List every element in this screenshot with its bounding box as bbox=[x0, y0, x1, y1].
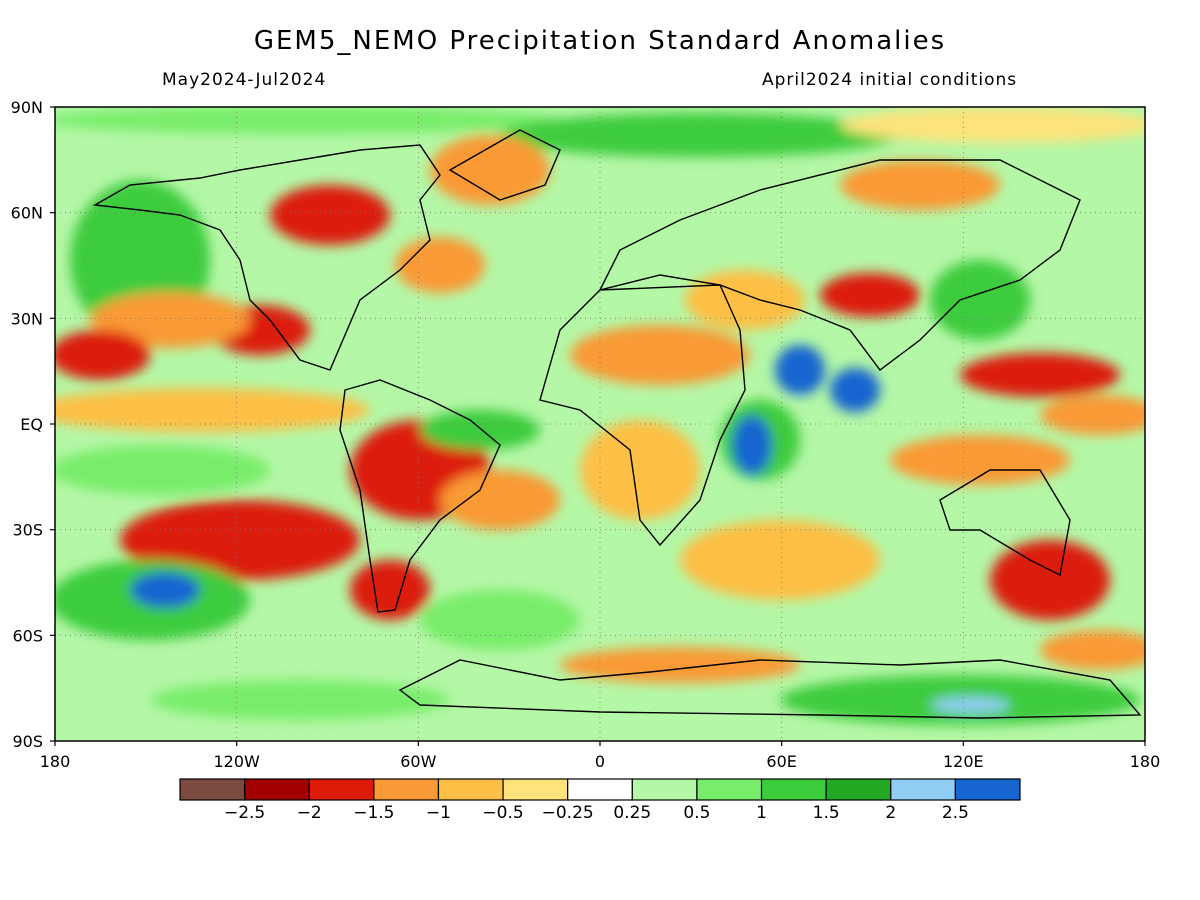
colorbar-label: 2 bbox=[885, 803, 896, 823]
colorbar-swatch bbox=[437, 778, 504, 801]
colorbar-swatch bbox=[244, 778, 310, 801]
coastlines bbox=[92, 129, 1142, 719]
lat-label: 60N bbox=[11, 204, 43, 223]
lat-label: 60S bbox=[12, 626, 43, 645]
colorbar-swatch bbox=[631, 778, 698, 801]
colorbar-label: 1 bbox=[756, 803, 767, 823]
lat-label: 30S bbox=[12, 521, 43, 540]
colorbar: −2.5 −2 −1.5 −1 −0.5 −0.25 0.25 0.5 1 1.5 2 2.5 bbox=[179, 778, 1021, 823]
colorbar-label: 0.5 bbox=[683, 803, 710, 823]
colorbar-swatch bbox=[890, 778, 956, 801]
lat-label: 30N bbox=[11, 309, 43, 328]
colorbar-label: −2 bbox=[297, 803, 322, 823]
colorbar-swatch bbox=[696, 778, 763, 801]
colorbar-swatch bbox=[825, 778, 892, 801]
anomaly-field bbox=[55, 107, 1145, 741]
longitude-ticks: 180 120W 60W 0 60E 120E 180 bbox=[40, 741, 1161, 771]
colorbar-swatch bbox=[502, 778, 569, 801]
colorbar-swatch bbox=[373, 778, 440, 801]
lon-label: 120W bbox=[213, 752, 260, 771]
lat-label: 90N bbox=[11, 98, 43, 117]
graticule bbox=[55, 107, 1145, 741]
colorbar-swatch bbox=[179, 778, 246, 801]
lon-label: 180 bbox=[40, 752, 71, 771]
colorbar-swatch bbox=[760, 778, 827, 801]
lon-label: 60E bbox=[766, 752, 796, 771]
colorbar-swatch bbox=[954, 778, 1021, 801]
colorbar-swatch bbox=[308, 778, 375, 801]
colorbar-label: −1 bbox=[426, 803, 451, 823]
colorbar-label: −1.5 bbox=[353, 803, 394, 823]
colorbar-swatch bbox=[567, 778, 633, 801]
lon-label: 60W bbox=[400, 752, 436, 771]
lon-label: 0 bbox=[595, 752, 605, 771]
forecast-period: May2024-Jul2024 bbox=[162, 70, 327, 90]
colorbar-label: 0.25 bbox=[613, 803, 651, 823]
colorbar-label: 2.5 bbox=[942, 803, 969, 823]
colorbar-label: −0.25 bbox=[542, 803, 594, 823]
chart-title: GEM5_NEMO Precipitation Standard Anomali… bbox=[253, 26, 947, 56]
lat-label: 90S bbox=[12, 732, 43, 751]
colorbar-label: 1.5 bbox=[813, 803, 840, 823]
lon-label: 120E bbox=[943, 752, 984, 771]
colorbar-label: −0.5 bbox=[482, 803, 523, 823]
latitude-ticks: 90N 60N 30N EQ 30S 60S 90S bbox=[11, 98, 55, 751]
initial-conditions: April2024 initial conditions bbox=[762, 70, 1018, 90]
lon-label: 180 bbox=[1130, 752, 1161, 771]
colorbar-label: −2.5 bbox=[224, 803, 265, 823]
lat-label: EQ bbox=[20, 415, 43, 434]
